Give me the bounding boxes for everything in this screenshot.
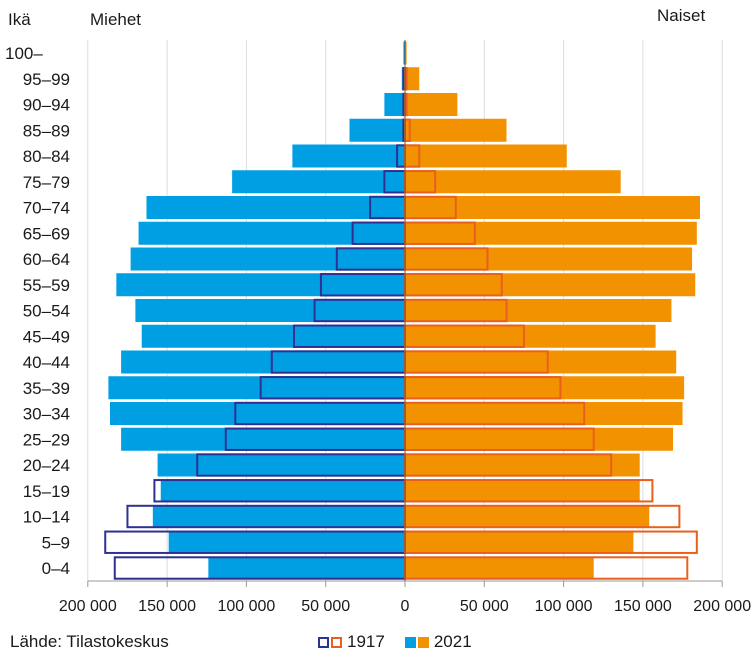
bar-2021-male xyxy=(110,402,405,425)
bar-2021-female xyxy=(405,170,621,194)
bar-2021-male xyxy=(349,118,405,142)
bar-2021-male xyxy=(403,41,405,65)
bar-2021-male xyxy=(157,453,405,477)
bar-2021-female xyxy=(405,324,656,348)
bar-2021-male xyxy=(108,376,405,400)
age-label: 30–34 xyxy=(23,405,70,424)
females-label: Naiset xyxy=(657,6,706,25)
bar-2021-female xyxy=(405,505,650,528)
bar-2021-male xyxy=(160,479,405,503)
x-tick-label: 100 000 xyxy=(535,598,593,615)
legend-swatch-2021-female xyxy=(417,636,429,648)
age-label: 15–19 xyxy=(23,482,70,501)
bar-2021-female xyxy=(405,118,507,142)
age-labels: 100– 95–99 90–94 85–89 80–84 75–79 70–74 65–69 6… xyxy=(5,44,70,578)
age-label: 10–14 xyxy=(23,508,70,527)
bar-2021-female xyxy=(405,402,683,425)
legend-label-1917: 1917 xyxy=(347,632,385,651)
bar-2021-male xyxy=(292,144,405,168)
age-label: 85–89 xyxy=(23,121,70,140)
age-label: 90–94 xyxy=(23,96,70,115)
x-tick-label: 50 000 xyxy=(460,598,509,615)
bar-2021-female xyxy=(405,247,693,271)
bar-2021-female xyxy=(405,453,640,477)
x-tick-label: 0 xyxy=(401,598,410,615)
age-label: 50–54 xyxy=(23,302,70,321)
age-label: 70–74 xyxy=(23,199,70,218)
source-note: Lähde: Tilastokeskus xyxy=(10,632,169,651)
age-label: 60–64 xyxy=(23,250,70,269)
legend-label-2021: 2021 xyxy=(433,632,472,651)
bar-2021-male xyxy=(141,324,405,348)
x-tick-label: 50 000 xyxy=(301,598,350,615)
bar-2021-male xyxy=(135,299,405,322)
bar-2021-female xyxy=(405,93,458,116)
bar-2021-female xyxy=(405,530,634,554)
bar-2021-male xyxy=(146,196,405,219)
age-label: 0–4 xyxy=(42,559,70,578)
bar-2021-male xyxy=(116,273,406,297)
males-label: Miehet xyxy=(90,10,142,29)
bars-1917 xyxy=(104,67,698,580)
bar-2021-male xyxy=(208,556,405,580)
x-tick-label: 150 000 xyxy=(614,598,672,615)
bar-2021-female xyxy=(405,41,407,65)
bar-2021-male xyxy=(121,427,405,451)
x-tick-label: 100 000 xyxy=(217,598,275,615)
x-tick-label: 200 000 xyxy=(59,598,117,615)
bar-2021-male xyxy=(121,350,405,374)
bar-2021-female xyxy=(405,556,594,580)
age-label: 80–84 xyxy=(23,147,70,166)
bar-2021-female xyxy=(405,196,700,219)
legend-swatch-2021-male xyxy=(404,636,416,648)
age-label: 55–59 xyxy=(23,276,70,295)
age-axis-title: Ikä xyxy=(8,10,31,29)
x-axis: 200 000 150 000 100 000 50 000 0 50 000 100 00… xyxy=(59,40,751,615)
bar-2021-female xyxy=(405,144,567,168)
bar-2021-male xyxy=(384,93,405,116)
age-label: 45–49 xyxy=(23,327,70,346)
age-label: 20–24 xyxy=(23,456,70,475)
bar-2021-female xyxy=(405,350,677,374)
bar-2021-male xyxy=(152,505,405,528)
age-label: 100– xyxy=(5,44,43,63)
bar-2021-female xyxy=(405,221,697,245)
bar-2021-male xyxy=(232,170,405,194)
age-label: 35–39 xyxy=(23,379,70,398)
x-tick-label: 150 000 xyxy=(138,598,196,615)
age-label: 5–9 xyxy=(42,533,70,552)
legend-swatch-1917-male xyxy=(318,636,329,648)
bar-2021-female xyxy=(405,479,640,503)
bars-2021 xyxy=(108,41,700,580)
bar-2021-male xyxy=(130,247,405,271)
age-label: 65–69 xyxy=(23,224,70,243)
bar-2021-female xyxy=(405,427,674,451)
age-label: 40–44 xyxy=(23,353,70,372)
x-tick-label: 200 000 xyxy=(693,598,751,615)
bar-2021-female xyxy=(405,299,672,322)
age-label: 75–79 xyxy=(23,173,70,192)
bar-2021-male xyxy=(138,221,405,245)
age-label: 95–99 xyxy=(23,70,70,89)
bar-2021-female xyxy=(405,376,685,400)
bar-2021-male xyxy=(168,530,405,554)
age-label: 25–29 xyxy=(23,430,70,449)
legend-swatch-1917-female xyxy=(331,636,342,648)
bar-2021-female xyxy=(405,67,420,91)
legend: 1917 2021 xyxy=(318,632,492,652)
bar-2021-female xyxy=(405,273,696,297)
